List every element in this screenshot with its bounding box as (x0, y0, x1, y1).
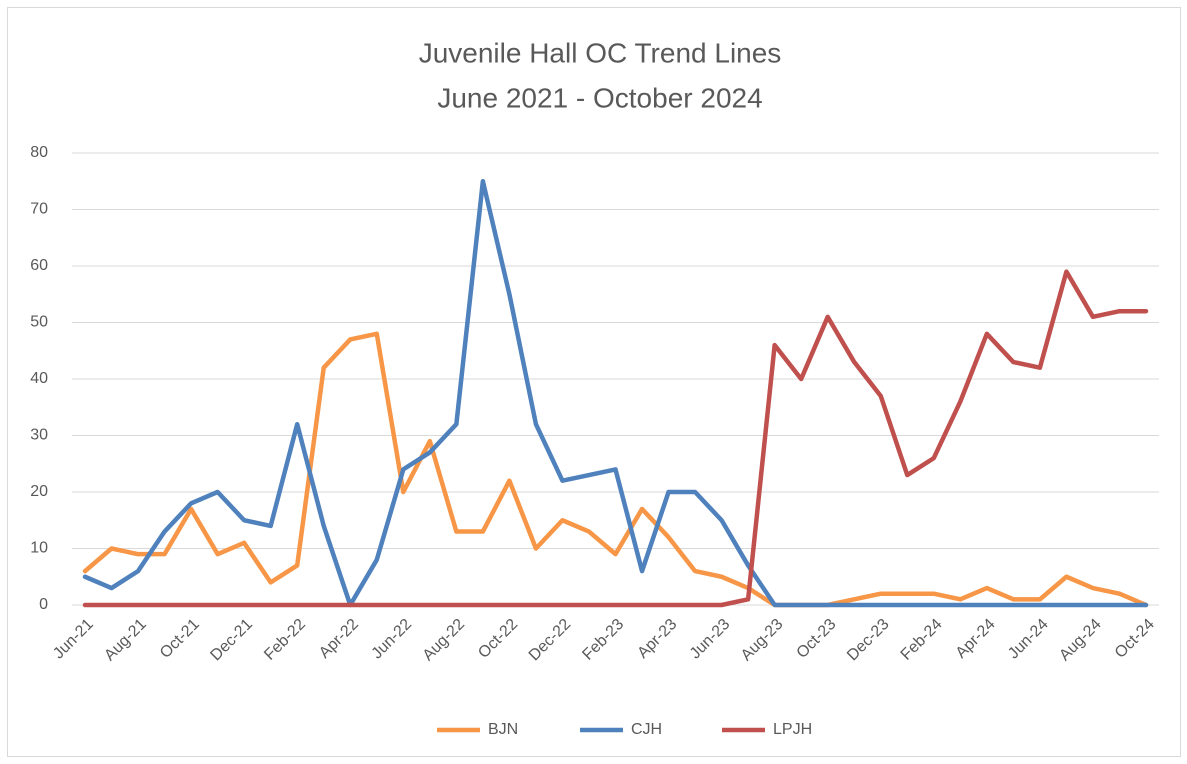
legend-label: LPJH (773, 721, 812, 738)
chart-title: Juvenile Hall OC Trend Lines (419, 37, 782, 68)
series-line (82, 179, 1149, 608)
y-tick-label: 60 (30, 257, 48, 274)
y-tick-label: 80 (30, 144, 48, 161)
chart-border (7, 7, 1181, 757)
y-tick-label: 30 (30, 427, 48, 444)
y-tick-label: 0 (39, 596, 48, 613)
y-tick-label: 20 (30, 483, 48, 500)
y-tick-label: 50 (30, 314, 48, 331)
y-tick-label: 40 (30, 370, 48, 387)
legend-label: BJN (488, 721, 518, 738)
series-line (82, 269, 1149, 608)
y-tick-label: 10 (30, 540, 48, 557)
series-line (82, 331, 1149, 608)
y-tick-label: 70 (30, 201, 48, 218)
chart-subtitle: June 2021 - October 2024 (437, 82, 762, 113)
legend-label: CJH (631, 721, 662, 738)
